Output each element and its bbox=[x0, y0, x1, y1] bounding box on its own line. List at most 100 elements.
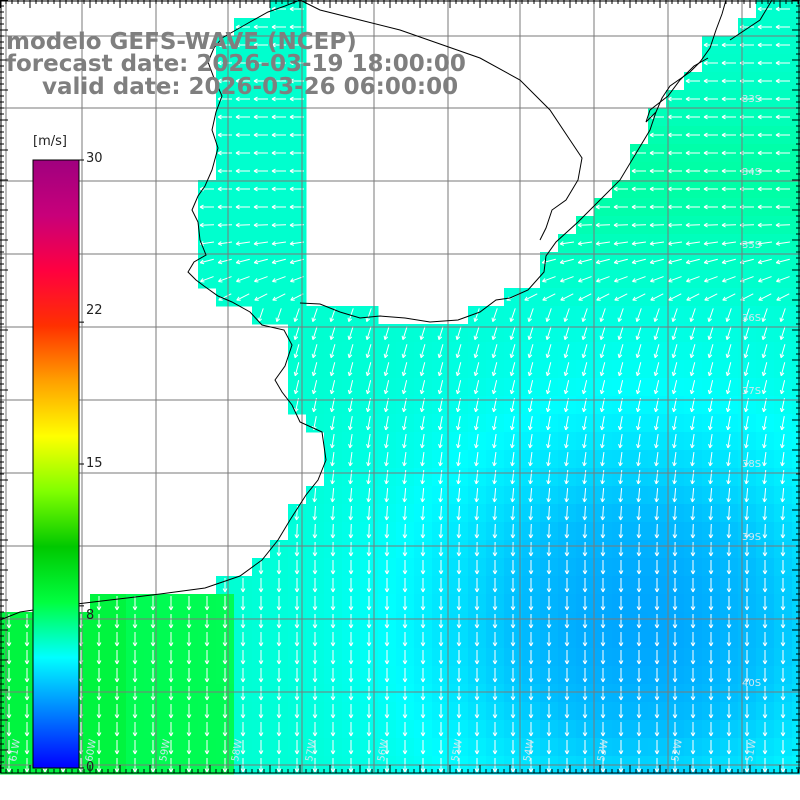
wind-cell bbox=[792, 666, 800, 685]
wind-arrow bbox=[761, 344, 768, 359]
wind-arrow bbox=[473, 344, 480, 359]
wind-arrow bbox=[253, 132, 268, 138]
wind-arrow bbox=[577, 222, 593, 228]
wind-arrow bbox=[199, 204, 214, 210]
wind-arrow bbox=[491, 326, 498, 341]
wind-arrow bbox=[686, 276, 700, 283]
wind-cell bbox=[792, 198, 800, 217]
wind-arrow bbox=[667, 204, 682, 210]
wind-arrow bbox=[401, 326, 408, 341]
wind-arrow bbox=[217, 114, 232, 120]
wind-arrow bbox=[329, 344, 336, 359]
wind-arrow bbox=[347, 344, 354, 359]
wind-arrow bbox=[578, 293, 592, 301]
wind-arrow bbox=[217, 150, 232, 156]
wind-arrow bbox=[524, 293, 538, 301]
wind-arrow bbox=[743, 326, 750, 341]
wind-arrow bbox=[271, 60, 286, 66]
latitude-label: 35S bbox=[742, 240, 761, 251]
wind-arrow bbox=[775, 24, 790, 30]
wind-arrow bbox=[775, 114, 790, 120]
wind-arrow bbox=[703, 222, 719, 228]
wind-cell bbox=[792, 180, 800, 199]
wind-arrow bbox=[200, 276, 214, 283]
wind-arrow bbox=[235, 150, 250, 156]
wind-arrow bbox=[596, 276, 610, 283]
wind-cell bbox=[792, 522, 800, 541]
wind-cell bbox=[792, 576, 800, 595]
wind-cell bbox=[792, 324, 800, 343]
wind-arrow bbox=[596, 293, 610, 301]
wind-arrow bbox=[721, 132, 736, 138]
title-forecast-date: forecast date: 2026-03-19 18:00:00 bbox=[6, 51, 466, 77]
wind-arrow bbox=[199, 222, 215, 228]
wind-arrow bbox=[775, 96, 790, 102]
wind-cell bbox=[792, 378, 800, 397]
wind-arrow bbox=[559, 241, 575, 246]
colorbar-label-0: 0 bbox=[86, 760, 95, 775]
wind-arrow bbox=[685, 114, 700, 120]
wind-arrow bbox=[703, 241, 719, 246]
wind-arrow bbox=[685, 258, 700, 265]
wind-arrow bbox=[703, 60, 718, 66]
wind-arrow bbox=[563, 344, 570, 359]
wind-arrow bbox=[667, 150, 682, 156]
wind-arrow bbox=[235, 222, 251, 228]
wind-arrow bbox=[721, 168, 736, 174]
wind-arrow bbox=[235, 132, 250, 138]
wind-arrow bbox=[703, 78, 718, 84]
wind-arrow bbox=[707, 308, 714, 322]
wind-arrow bbox=[649, 150, 664, 156]
wind-cell bbox=[792, 306, 800, 325]
wind-arrow bbox=[758, 293, 772, 301]
colorbar-label-15: 15 bbox=[86, 456, 103, 471]
wind-cell bbox=[792, 36, 800, 55]
wind-arrow bbox=[631, 241, 647, 246]
wind-arrow bbox=[365, 308, 372, 322]
wind-arrow bbox=[757, 114, 772, 120]
wind-cell bbox=[792, 432, 800, 451]
wind-arrow bbox=[509, 308, 516, 322]
wind-arrow bbox=[757, 42, 772, 48]
wind-arrow bbox=[617, 344, 624, 359]
wind-arrow bbox=[271, 168, 286, 174]
wind-cell bbox=[792, 90, 800, 109]
wind-arrow bbox=[217, 258, 232, 265]
wind-cell bbox=[792, 108, 800, 127]
wind-arrow bbox=[775, 60, 790, 66]
wind-arrow bbox=[775, 78, 790, 84]
wind-arrow bbox=[721, 114, 736, 120]
wind-arrow bbox=[253, 258, 268, 265]
wind-cell bbox=[792, 702, 800, 721]
wind-arrow bbox=[703, 132, 718, 138]
wind-arrow bbox=[599, 308, 606, 322]
wind-arrow bbox=[272, 276, 286, 283]
wind-cell bbox=[792, 288, 800, 307]
wind-arrow bbox=[703, 150, 718, 156]
wind-arrow bbox=[757, 24, 772, 30]
wind-arrow bbox=[311, 308, 318, 322]
wind-arrow bbox=[545, 344, 552, 359]
wind-arrow bbox=[581, 308, 588, 322]
wind-arrow bbox=[455, 326, 462, 341]
wind-arrow bbox=[217, 60, 232, 66]
wind-arrow bbox=[757, 96, 772, 102]
wind-arrow bbox=[671, 308, 678, 322]
wind-arrow bbox=[365, 344, 372, 359]
wind-arrow bbox=[650, 276, 664, 283]
wind-arrow bbox=[649, 186, 664, 192]
wind-arrow bbox=[254, 276, 268, 283]
wind-arrow bbox=[671, 326, 678, 341]
wind-arrow bbox=[545, 326, 552, 341]
wind-arrow bbox=[293, 362, 300, 377]
wind-arrow bbox=[473, 308, 480, 322]
colorbar-label-8: 8 bbox=[86, 608, 95, 623]
wind-arrow bbox=[631, 222, 647, 228]
wind-arrow bbox=[217, 186, 232, 192]
wind-arrow bbox=[401, 362, 408, 377]
wind-cell bbox=[792, 414, 800, 433]
wind-arrow bbox=[560, 293, 574, 301]
wind-arrow bbox=[757, 132, 772, 138]
